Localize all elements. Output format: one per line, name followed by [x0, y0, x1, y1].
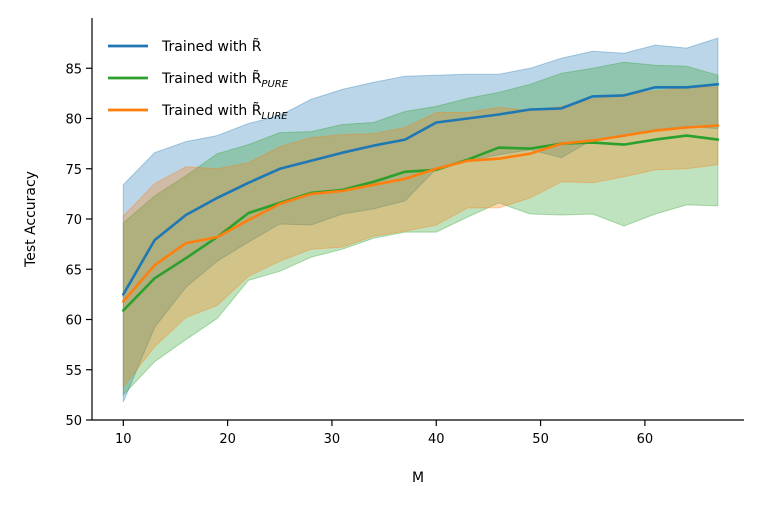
band-series-3 [122, 86, 719, 389]
y-tick-label: 50 [65, 414, 82, 429]
legend: Trained with R̃ Trained with R̃PURE Traine… [108, 38, 289, 122]
y-ticks: 50 55 60 65 70 75 80 85 [65, 62, 92, 429]
band-series-1 [122, 37, 719, 403]
y-tick-label: 65 [65, 263, 82, 278]
legend-subscript: PURE [261, 79, 288, 90]
x-tick-label: 30 [324, 432, 341, 447]
y-tick-label: 80 [65, 113, 82, 128]
x-ticks: 10 20 30 40 50 60 [115, 420, 653, 447]
confidence-bands [122, 37, 719, 403]
y-tick-label: 75 [65, 163, 82, 178]
x-axis-label: M [412, 470, 424, 486]
y-tick-label: 55 [65, 364, 82, 379]
y-tick-label: 85 [65, 62, 82, 77]
y-tick-label: 60 [65, 314, 82, 329]
y-tick-label: 70 [65, 213, 82, 228]
legend-label-3: Trained with R̃LURE [161, 102, 288, 122]
line-series-3 [122, 124, 720, 303]
series-lines [122, 83, 720, 312]
x-tick-label: 20 [219, 432, 236, 447]
x-tick-label: 50 [532, 432, 549, 447]
x-tick-label: 10 [115, 432, 132, 447]
band-series-2 [122, 61, 719, 397]
legend-subscript: LURE [261, 111, 288, 122]
x-tick-label: 40 [428, 432, 445, 447]
legend-label-2: Trained with R̃PURE [161, 70, 289, 90]
x-tick-label: 60 [637, 432, 654, 447]
legend-label-1: Trained with R̃ [161, 38, 262, 55]
line-series-1 [122, 83, 720, 296]
y-axis-label: Test Accuracy [23, 171, 39, 268]
